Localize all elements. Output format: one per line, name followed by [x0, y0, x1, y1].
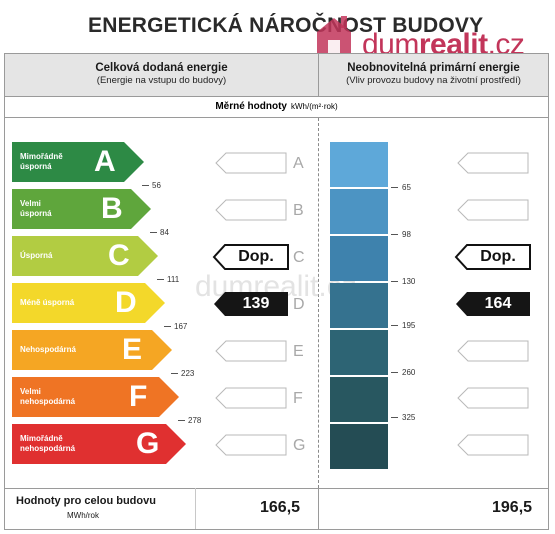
left-column-header: Celková dodaná energie (Energie na vstup… [5, 54, 318, 96]
right-threshold: 260 [391, 368, 415, 377]
right-threshold: 195 [391, 321, 415, 330]
right-dop-marker [454, 244, 531, 270]
right-scale-segment [330, 189, 388, 234]
energy-band-a: Mimořádně úsporná A [12, 142, 144, 182]
measure-label: Měrné hodnoty [215, 101, 287, 112]
right-threshold: 98 [391, 230, 411, 239]
band-letter: A [94, 145, 116, 178]
bottom-summary-row [5, 488, 548, 529]
bottom-divider [318, 488, 319, 529]
band-label-line: Velmi [20, 199, 41, 208]
band-arrow-shape [12, 424, 186, 464]
band-label-line: nehospodárná [20, 444, 76, 453]
left-threshold: 223 [171, 369, 194, 378]
right-total-value: 196,5 [492, 499, 533, 516]
right-header-title: Neobnovitelná primární energie [347, 62, 520, 74]
left-actual-value: 139 [242, 295, 270, 312]
band-letter: E [122, 333, 143, 366]
band-letter: D [115, 286, 137, 319]
column-divider [318, 118, 319, 488]
right-marker-outlines [457, 152, 529, 456]
scale-letter: B [293, 202, 304, 219]
band-label-line: Úsporná [20, 251, 53, 260]
right-scale-segment [330, 236, 388, 281]
energy-band-b: Velmi úsporná B [12, 189, 151, 229]
bottom-label: Hodnoty pro celou budovu [16, 495, 156, 507]
scale-letter: D [293, 296, 305, 313]
right-threshold: 65 [391, 183, 411, 192]
band-letter: G [136, 427, 160, 460]
left-threshold: 111 [157, 275, 179, 284]
page-title: ENERGETICKÁ NÁROČNOST BUDOVY [88, 14, 484, 37]
band-label: Mimořádně úsporná [20, 142, 63, 182]
right-scale-segment [330, 283, 388, 328]
band-label-line: Mimořádně [20, 152, 63, 161]
band-letter: F [129, 380, 148, 413]
right-actual-value: 164 [484, 295, 512, 312]
certificate-frame [4, 53, 549, 530]
band-arrow-shape [12, 236, 158, 276]
right-scale-segment [330, 330, 388, 375]
left-total-value: 166,5 [260, 499, 301, 516]
scale-letter: F [293, 390, 303, 407]
measure-header: Měrné hodnoty kWh/(m²·rok) [5, 96, 548, 118]
left-threshold: 56 [142, 181, 161, 190]
band-label: Velmi nehospodárná [20, 377, 75, 417]
right-dop-label: Dop. [480, 248, 516, 265]
band-label-line: Velmi [20, 387, 41, 396]
left-threshold: 167 [164, 322, 187, 331]
band-label-line: úsporná [20, 162, 52, 171]
right-scale-segment [330, 142, 388, 187]
bottom-unit: MWh/rok [67, 511, 99, 520]
band-label-line: úsporná [20, 209, 52, 218]
right-scale-segment [330, 377, 388, 422]
band-letter: B [101, 192, 123, 225]
band-label: Nehospodárná [20, 330, 76, 370]
header-divider [318, 54, 319, 96]
band-arrow-shape [12, 330, 172, 370]
band-letter: C [108, 239, 130, 272]
band-label-line: Nehospodárná [20, 345, 77, 354]
band-label-line: nehospodárná [20, 397, 76, 406]
band-label-line: Méně úsporná [20, 298, 75, 307]
left-header-subtitle: (Energie na vstupu do budovy) [96, 75, 227, 86]
band-label: Velmi úsporná [20, 189, 52, 229]
right-scale-segment [330, 424, 388, 469]
energy-band-f: Velmi nehospodárná F [12, 377, 179, 417]
band-arrow-shape [12, 283, 165, 323]
band-label: Méně úsporná [20, 283, 74, 323]
bottom-divider [195, 488, 196, 529]
measure-unit: kWh/(m²·rok) [291, 102, 338, 111]
energy-band-c: Úsporná C [12, 236, 158, 276]
scale-letter: C [293, 249, 305, 266]
left-dop-marker [212, 244, 289, 270]
band-label-line: Mimořádně [20, 434, 63, 443]
right-column-header: Neobnovitelná primární energie (Vliv pro… [319, 54, 548, 96]
scale-letter: A [293, 155, 304, 172]
energy-band-d: Méně úsporná D [12, 283, 165, 323]
band-arrow-shape [12, 142, 144, 182]
right-threshold: 325 [391, 413, 415, 422]
scale-letter: G [293, 437, 306, 454]
left-header-title: Celková dodaná energie [95, 62, 228, 74]
band-label: Mimořádně nehospodárná [20, 424, 75, 464]
right-header-subtitle: (Vliv provozu budovy na životní prostřed… [346, 75, 521, 86]
left-threshold: 278 [178, 416, 201, 425]
energy-band-e: Nehospodárná E [12, 330, 172, 370]
energy-band-g: Mimořádně nehospodárná G [12, 424, 186, 464]
scale-letter: E [293, 343, 304, 360]
band-arrow-shape [12, 189, 151, 229]
right-actual-marker [456, 292, 530, 316]
band-arrow-shape [12, 377, 179, 417]
left-actual-marker [214, 292, 288, 316]
band-label: Úsporná [20, 236, 52, 276]
left-threshold: 84 [150, 228, 169, 237]
right-threshold: 130 [391, 277, 415, 286]
left-dop-label: Dop. [238, 248, 274, 265]
